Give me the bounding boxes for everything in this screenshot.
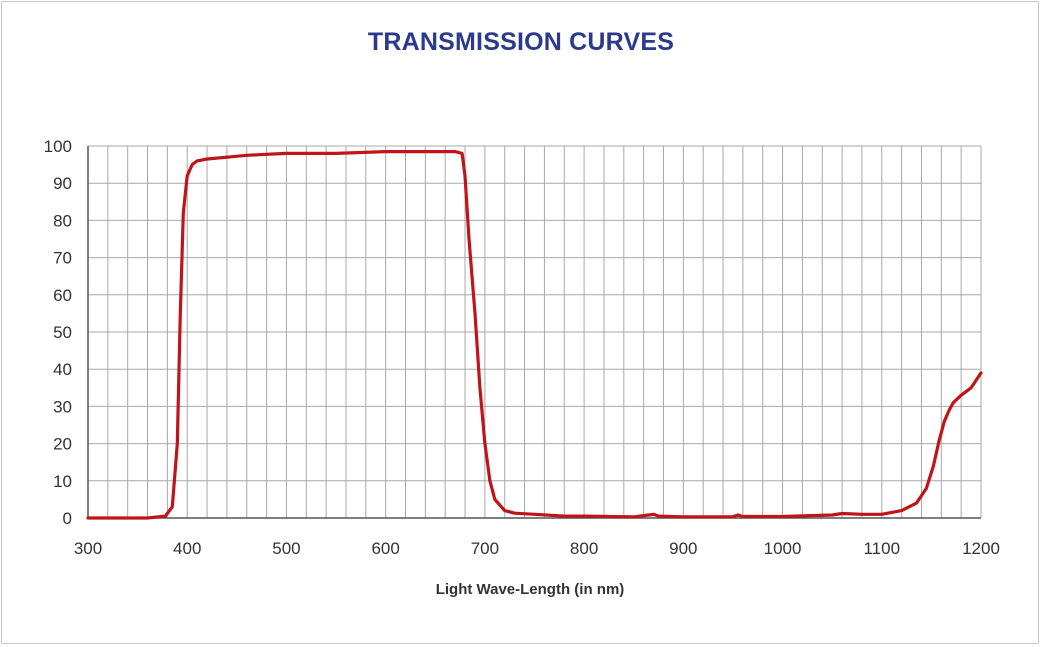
- y-tick-label: 40: [53, 360, 72, 379]
- x-tick-label: 300: [74, 539, 102, 558]
- series-layer: [86, 150, 983, 520]
- x-tick-label: 1100: [863, 539, 900, 558]
- x-tick-label: 600: [371, 539, 399, 558]
- y-tick-label: 20: [53, 435, 72, 454]
- chart-title: TRANSMISSION CURVES: [367, 28, 675, 56]
- grid: [87, 145, 982, 519]
- x-tick-label: 500: [272, 539, 300, 558]
- y-tick-label: 80: [53, 211, 72, 230]
- x-tick-label: 700: [471, 539, 499, 558]
- x-axis-label: Light Wave-Length (in nm): [436, 581, 625, 598]
- tick-labels: 0 10 20 30 40 50 60 70 80 90 100 300 400 500 600 700 800…: [44, 137, 1000, 558]
- x-tick-label: 400: [173, 539, 201, 558]
- x-tick-label: 1000: [764, 539, 802, 558]
- y-tick-label: 50: [53, 323, 72, 342]
- y-tick-label: 60: [53, 286, 72, 305]
- axes: [87, 146, 981, 519]
- transmission-line: [86, 150, 983, 520]
- y-tick-label: 0: [63, 509, 72, 528]
- x-tick-label: 900: [669, 539, 697, 558]
- y-tick-label: 100: [44, 137, 72, 156]
- y-tick-label: 90: [53, 174, 72, 193]
- y-tick-label: 10: [53, 472, 72, 491]
- x-tick-label: 800: [570, 539, 598, 558]
- y-tick-label: 70: [53, 249, 72, 268]
- y-tick-label: 30: [53, 397, 72, 416]
- x-tick-label: 1200: [962, 539, 1000, 558]
